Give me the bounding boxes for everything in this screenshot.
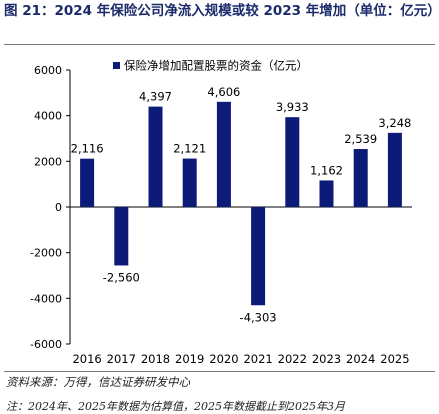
bar-2022 (285, 117, 299, 207)
y-tick-label: -2000 (30, 247, 62, 260)
x-tick-label-2017: 2017 (107, 352, 136, 366)
bottom-divider (4, 371, 435, 372)
bar-2018 (149, 107, 163, 207)
data-label-2016: 2,116 (71, 142, 104, 156)
legend-swatch (113, 62, 120, 69)
x-tick-label-2021: 2021 (243, 352, 272, 366)
data-label-2018: 4,397 (139, 90, 172, 104)
bar-chart: -6000 -4000 -2000 0 2000 4000 6000 2016 2017 2018… (0, 0, 439, 370)
bar-2024 (354, 149, 368, 207)
bar-2025 (388, 133, 402, 207)
data-label-2024: 2,539 (344, 132, 377, 146)
data-label-2020: 4,606 (207, 85, 240, 99)
x-tick-label-2018: 2018 (141, 352, 170, 366)
source-note: 资料来源：万得，信达证券研发中心 (6, 374, 190, 390)
x-tick-label-2023: 2023 (312, 352, 341, 366)
footnote: 注：2024年、2025年数据为估算值，2025年数据截止到2025年3月 (6, 398, 345, 414)
x-tick-label-2019: 2019 (175, 352, 204, 366)
bar-2023 (320, 180, 334, 207)
data-label-2022: 3,933 (276, 100, 309, 114)
bar-2017 (114, 207, 128, 265)
x-tick-label-2025: 2025 (380, 352, 409, 366)
data-label-2017: -2,560 (103, 270, 140, 284)
y-tick-label: 6000 (34, 64, 62, 77)
chart-legend: 保险净增加配置股票的资金（亿元） (113, 59, 308, 73)
bar-2016 (80, 159, 94, 207)
x-tick-label-2016: 2016 (72, 352, 101, 366)
x-tick-label-2022: 2022 (278, 352, 307, 366)
x-tick-label-2020: 2020 (209, 352, 238, 366)
legend-label: 保险净增加配置股票的资金（亿元） (124, 59, 308, 73)
data-label-2019: 2,121 (173, 142, 206, 156)
bar-2019 (183, 159, 197, 207)
y-tick-label: 0 (55, 201, 62, 214)
x-tick-label-2024: 2024 (346, 352, 375, 366)
y-tick-label: -4000 (30, 292, 62, 305)
y-tick-label: 2000 (34, 155, 62, 168)
bar-2020 (217, 102, 231, 207)
data-label-2025: 3,248 (378, 116, 411, 130)
bar-2021 (251, 207, 265, 305)
y-tick-label: 4000 (34, 110, 62, 123)
data-label-2023: 1,162 (310, 163, 343, 177)
y-tick-label: -6000 (30, 338, 62, 351)
data-label-2021: -4,303 (240, 310, 277, 324)
